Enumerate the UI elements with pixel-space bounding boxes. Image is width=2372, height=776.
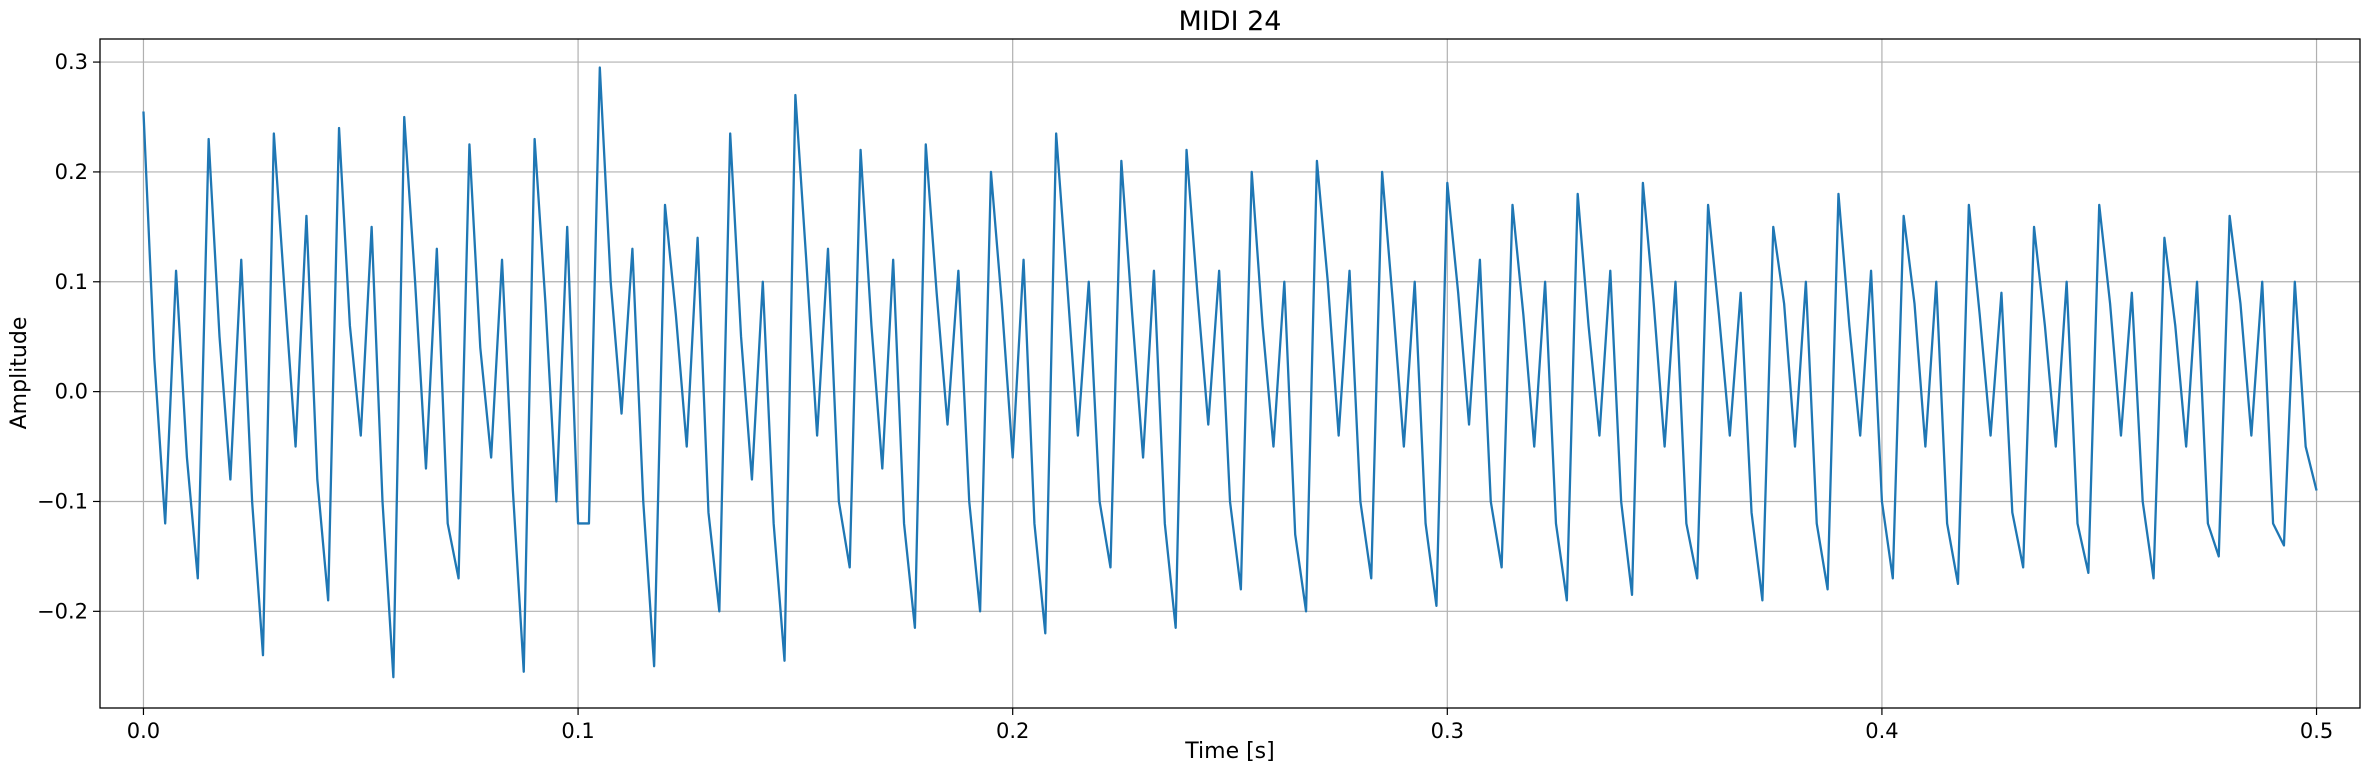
chart-title: MIDI 24 bbox=[1179, 6, 1282, 37]
x-axis-label: Time [s] bbox=[1184, 739, 1274, 764]
y-tick-label: 0.2 bbox=[55, 160, 88, 184]
x-tick-label: 0.5 bbox=[2300, 719, 2333, 743]
y-axis-label: Amplitude bbox=[7, 317, 32, 430]
y-tick-label: −0.1 bbox=[37, 489, 88, 513]
x-tick-label: 0.2 bbox=[996, 719, 1029, 743]
ticks: 0.0 0.1 0.2 0.3 0.4 0.5 −0.2 −0.1 0.0 0.1 0.2 0.3 bbox=[37, 50, 2333, 743]
y-tick-label: 0.1 bbox=[55, 270, 88, 294]
plot-area bbox=[142, 66, 2318, 679]
waveform-line bbox=[142, 66, 2318, 679]
y-tick-label: 0.0 bbox=[55, 380, 88, 404]
x-tick-label: 0.3 bbox=[1431, 719, 1464, 743]
x-tick-label: 0.0 bbox=[127, 719, 160, 743]
x-tick-label: 0.1 bbox=[561, 719, 594, 743]
y-tick-label: 0.3 bbox=[55, 50, 88, 74]
x-tick-label: 0.4 bbox=[1865, 719, 1898, 743]
y-tick-label: −0.2 bbox=[37, 599, 88, 623]
grid bbox=[100, 39, 2360, 708]
axes-frame bbox=[99, 38, 2361, 709]
